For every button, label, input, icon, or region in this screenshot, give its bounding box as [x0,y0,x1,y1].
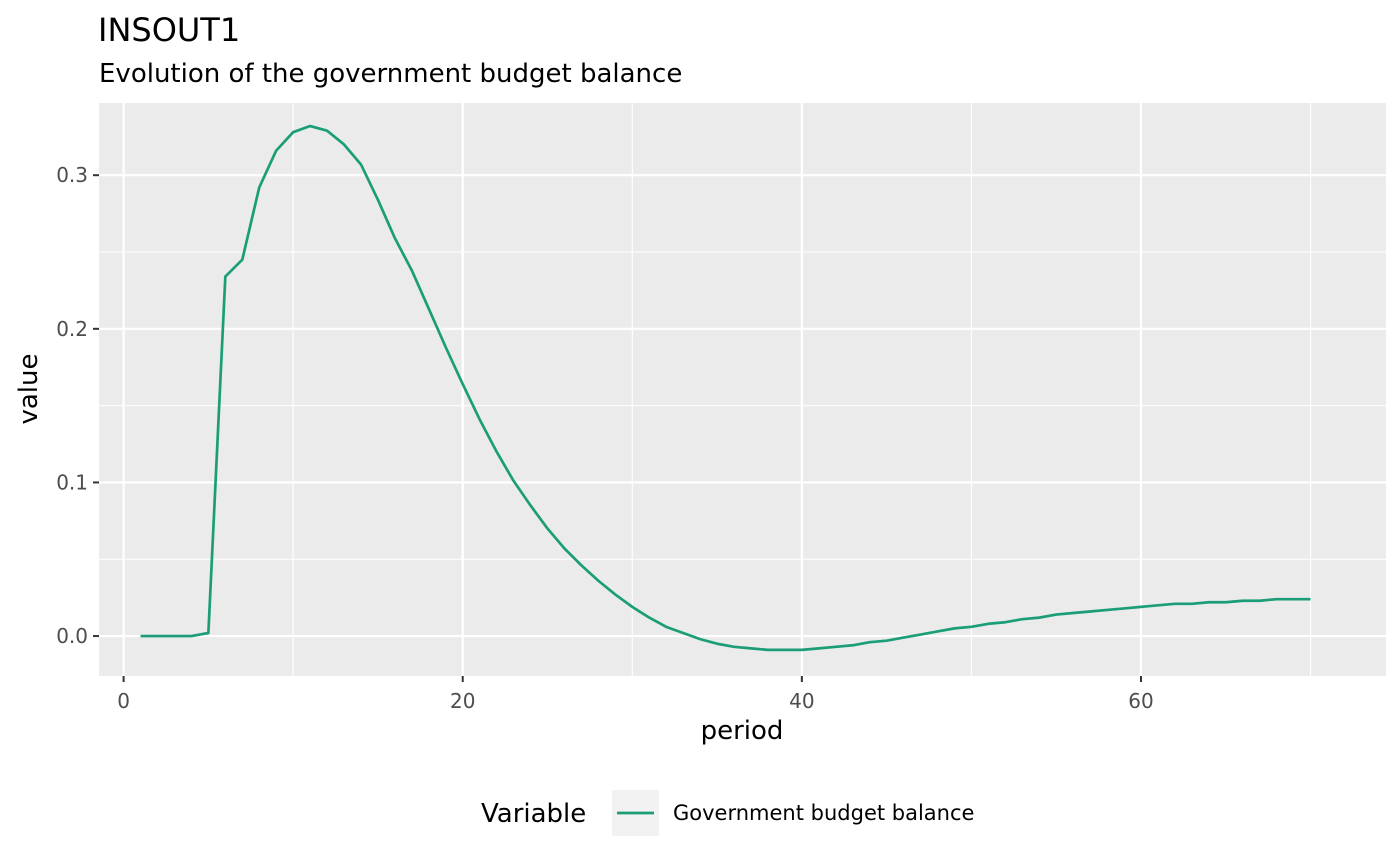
series-layer [140,124,1311,652]
y-tick-label-1: 0.1 [56,470,88,494]
x-tick-label-3: 60 [1128,689,1153,713]
legend: Variable Government budget balance [481,790,974,836]
x-tick-label-0: 0 [117,689,130,713]
x-tick-label-2: 40 [789,689,814,713]
chart-title: INSOUT1 [98,11,240,49]
minor-gridlines [99,103,1386,676]
plot-panel [99,103,1386,676]
y-tick-label-2: 0.2 [56,317,88,341]
y-axis-title: value [14,353,44,424]
legend-title: Variable [481,799,586,829]
chart-subtitle: Evolution of the government budget balan… [99,59,682,89]
major-gridlines [99,103,1386,676]
y-tick-label-3: 0.3 [56,163,88,187]
y-axis: 0.0 0.1 0.2 0.3 [56,163,99,648]
y-tick-label-0: 0.0 [56,624,88,648]
x-axis: 0 20 40 60 [117,676,1154,713]
legend-label-government-budget-balance: Government budget balance [673,801,974,825]
x-axis-title: period [701,716,784,746]
x-tick-label-1: 20 [450,689,475,713]
series-line-0 [140,124,1311,652]
